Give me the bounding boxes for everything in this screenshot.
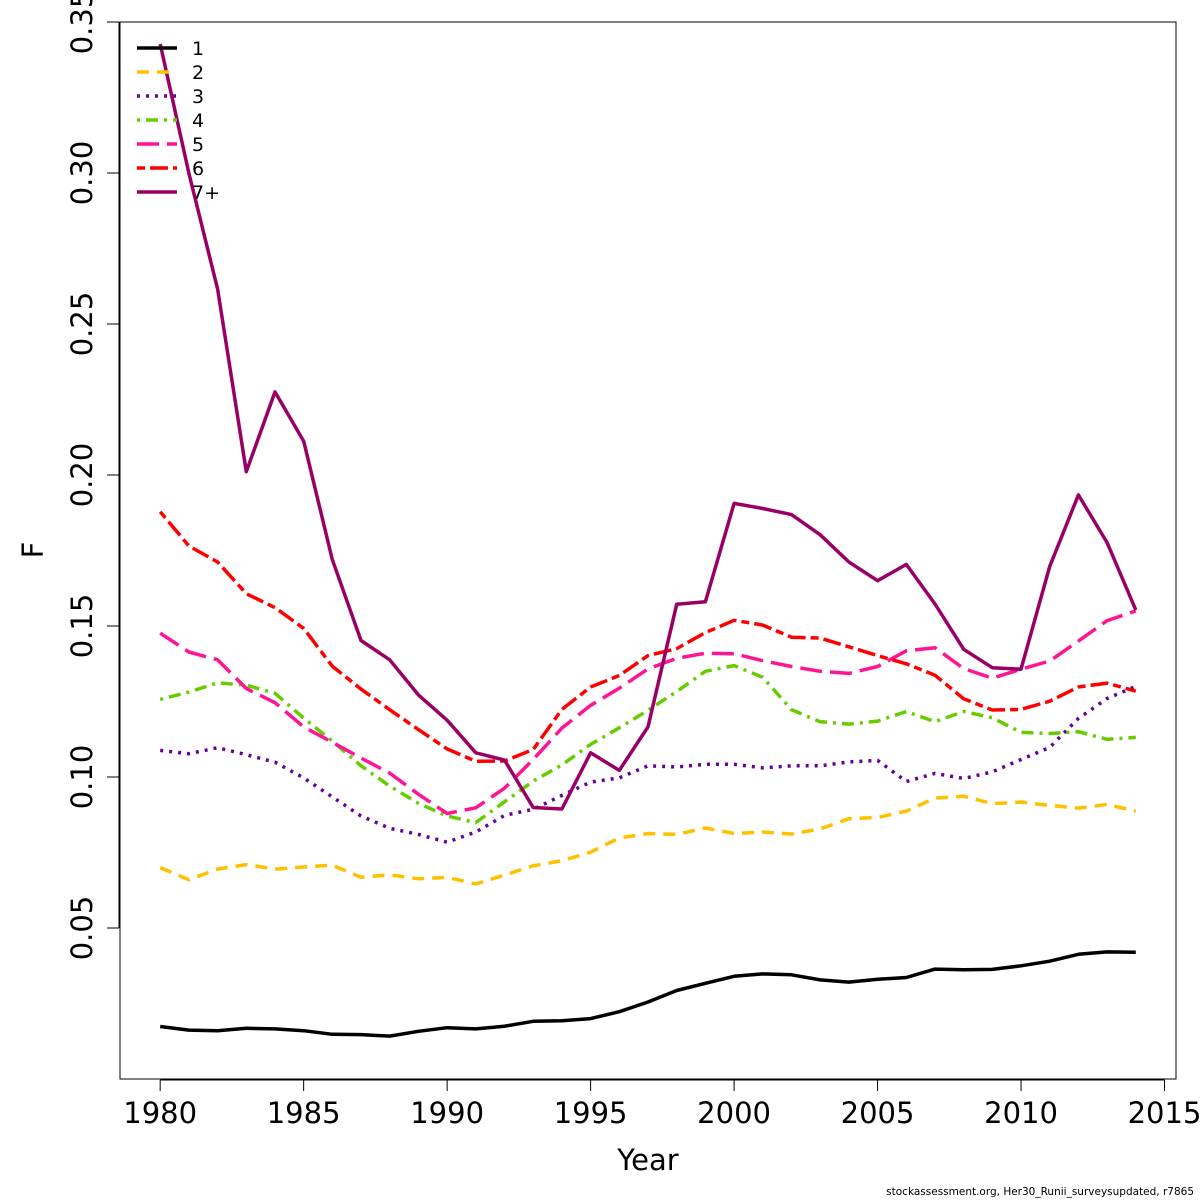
plot-area-frame <box>119 21 1177 1080</box>
y-tick-label: 0.20 <box>65 443 99 508</box>
x-tick-label: 1980 <box>123 1096 197 1130</box>
series-line-7plus <box>158 43 1138 811</box>
y-tick-label: 0.05 <box>65 896 99 961</box>
series-line-1 <box>159 950 1136 1038</box>
legend-label: 3 <box>192 86 204 108</box>
x-axis: 1980 1985 1990 1995 2000 2005 2010 2015 <box>123 1079 1200 1130</box>
x-tick-label: 2005 <box>841 1096 915 1130</box>
y-axis: 0.05 0.10 0.15 0.20 0.25 0.30 0.35 <box>65 0 120 961</box>
y-tick-label: 0.10 <box>65 745 99 810</box>
legend-label: 6 <box>192 158 204 180</box>
legend-label: 7+ <box>192 182 220 204</box>
y-tick-label: 0.30 <box>65 141 99 206</box>
series-layer <box>158 43 1138 1038</box>
y-axis-title: F <box>16 542 50 559</box>
legend-label: 2 <box>192 62 204 84</box>
x-tick-label: 1995 <box>554 1096 628 1130</box>
legend-label: 1 <box>192 38 204 60</box>
series-line-3 <box>160 684 1137 844</box>
series-line-4 <box>159 663 1136 825</box>
series-line-6 <box>158 510 1137 764</box>
y-tick-label: 0.15 <box>65 594 99 659</box>
legend-label: 4 <box>192 110 204 132</box>
x-axis-title: Year <box>616 1143 678 1177</box>
y-tick-label: 0.25 <box>65 292 99 357</box>
series-line-2 <box>159 794 1137 886</box>
series-line-5 <box>159 609 1137 816</box>
x-tick-label: 1990 <box>410 1096 484 1130</box>
y-tick-label: 0.35 <box>65 0 99 54</box>
x-tick-label: 2010 <box>984 1096 1058 1130</box>
legend-label: 5 <box>192 134 204 156</box>
x-tick-label: 1985 <box>267 1096 341 1130</box>
x-tick-label: 2000 <box>697 1096 771 1130</box>
x-tick-label: 2015 <box>1128 1096 1200 1130</box>
footer-credit: stockassessment.org, Her30_Runii_surveys… <box>886 1186 1194 1198</box>
